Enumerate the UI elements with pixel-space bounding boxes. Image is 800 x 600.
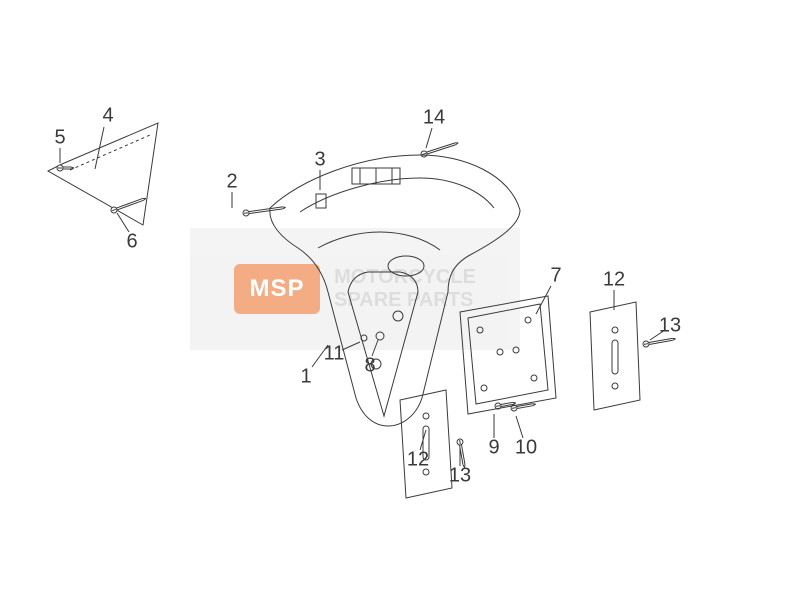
callout-9: 9	[488, 437, 499, 460]
callout-8: 8	[364, 355, 375, 378]
callout-6: 6	[126, 231, 137, 254]
callout-13: 13	[659, 315, 681, 338]
callout-12: 12	[407, 449, 429, 472]
callout-1: 1	[300, 366, 311, 389]
callout-10: 10	[515, 437, 537, 460]
callout-11: 11	[324, 343, 345, 366]
callout-13: 13	[449, 465, 471, 488]
diagram-canvas: MSP MOTORCYCLE SPARE PARTS 4562314111871…	[0, 0, 800, 600]
callout-3: 3	[314, 149, 325, 172]
callout-4: 4	[102, 105, 113, 128]
callout-2: 2	[226, 171, 237, 194]
callout-7: 7	[550, 265, 561, 288]
callout-12: 12	[603, 269, 625, 292]
exploded-view-svg	[0, 0, 800, 600]
callout-14: 14	[423, 107, 445, 130]
callout-5: 5	[54, 127, 65, 150]
